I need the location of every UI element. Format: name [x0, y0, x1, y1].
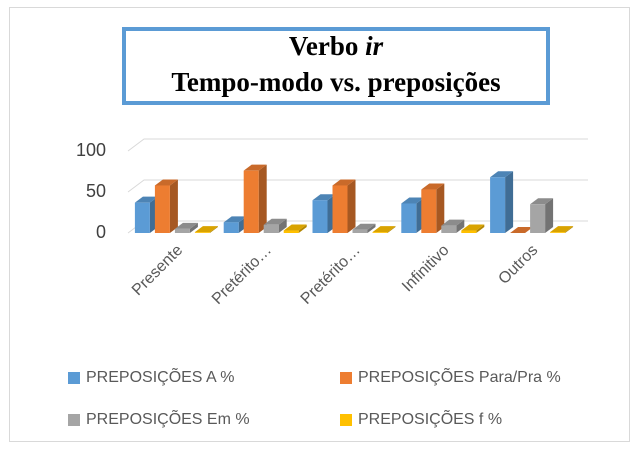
bar-top [401, 197, 425, 204]
bar [243, 170, 259, 233]
bar [421, 189, 437, 233]
chart-title: Verbo ir [289, 31, 384, 61]
bar [312, 200, 328, 233]
bar-top [490, 171, 514, 178]
bar-top [550, 226, 574, 233]
bar [401, 203, 417, 233]
bar [352, 229, 368, 233]
legend-swatch [68, 372, 80, 384]
bar [372, 232, 388, 233]
bar-side [436, 183, 445, 233]
bar-top [263, 218, 287, 225]
bar [550, 232, 566, 233]
bar-top [134, 196, 158, 203]
bar-side [347, 179, 356, 233]
grid-line [127, 179, 588, 193]
bar [134, 202, 150, 233]
bar-top [283, 224, 307, 231]
bar [174, 228, 190, 233]
bar [263, 224, 279, 233]
bar [332, 185, 348, 233]
bar-side [189, 222, 198, 233]
bar-side [545, 198, 554, 233]
bar-top [461, 224, 485, 231]
bar-side [565, 226, 574, 233]
y-tick-label: 100 [76, 140, 106, 160]
title-italic: ir [365, 31, 384, 61]
bar [283, 230, 299, 233]
bar-side [258, 164, 267, 233]
title-box [122, 27, 550, 105]
bar-side [278, 218, 287, 233]
bar-top [174, 222, 198, 229]
bar-side [209, 226, 218, 233]
bar-top [530, 198, 554, 205]
bar-top [441, 219, 465, 226]
bar-side [367, 223, 376, 233]
legend-label: PREPOSIÇÕES Para/Pra % [358, 366, 561, 386]
bar-top [372, 226, 396, 233]
legend-label: PREPOSIÇÕES A % [86, 366, 235, 386]
bar-side [456, 219, 465, 233]
legend-swatch [340, 372, 352, 384]
bar-top [510, 227, 534, 233]
bar-side [298, 224, 307, 233]
bar-top [194, 226, 218, 233]
bar-top [223, 216, 247, 223]
bar [194, 232, 210, 233]
bar [530, 204, 546, 233]
bar-top [312, 194, 336, 201]
bar-side [169, 179, 178, 233]
legend-swatch [68, 414, 80, 426]
legend-label: PREPOSIÇÕES f % [358, 408, 502, 428]
bar [490, 177, 506, 233]
grid-line [127, 138, 588, 152]
bar [223, 222, 239, 233]
bar-top [352, 223, 376, 230]
bar-side [505, 171, 514, 233]
legend-swatch [340, 414, 352, 426]
title-text: Verbo [289, 31, 359, 61]
bar [441, 225, 457, 233]
y-tick-label: 50 [86, 181, 106, 201]
y-tick-label: 0 [96, 222, 106, 242]
chart-subtitle: Tempo-modo vs. preposições [171, 67, 500, 97]
bar-top [421, 183, 445, 190]
bar-top [154, 179, 178, 186]
bar-side [387, 226, 396, 233]
legend-label: PREPOSIÇÕES Em % [86, 408, 250, 428]
bar-side [476, 224, 485, 233]
bar [154, 185, 170, 233]
bar-top [243, 164, 267, 171]
bar-top [332, 179, 356, 186]
bar [461, 230, 477, 233]
